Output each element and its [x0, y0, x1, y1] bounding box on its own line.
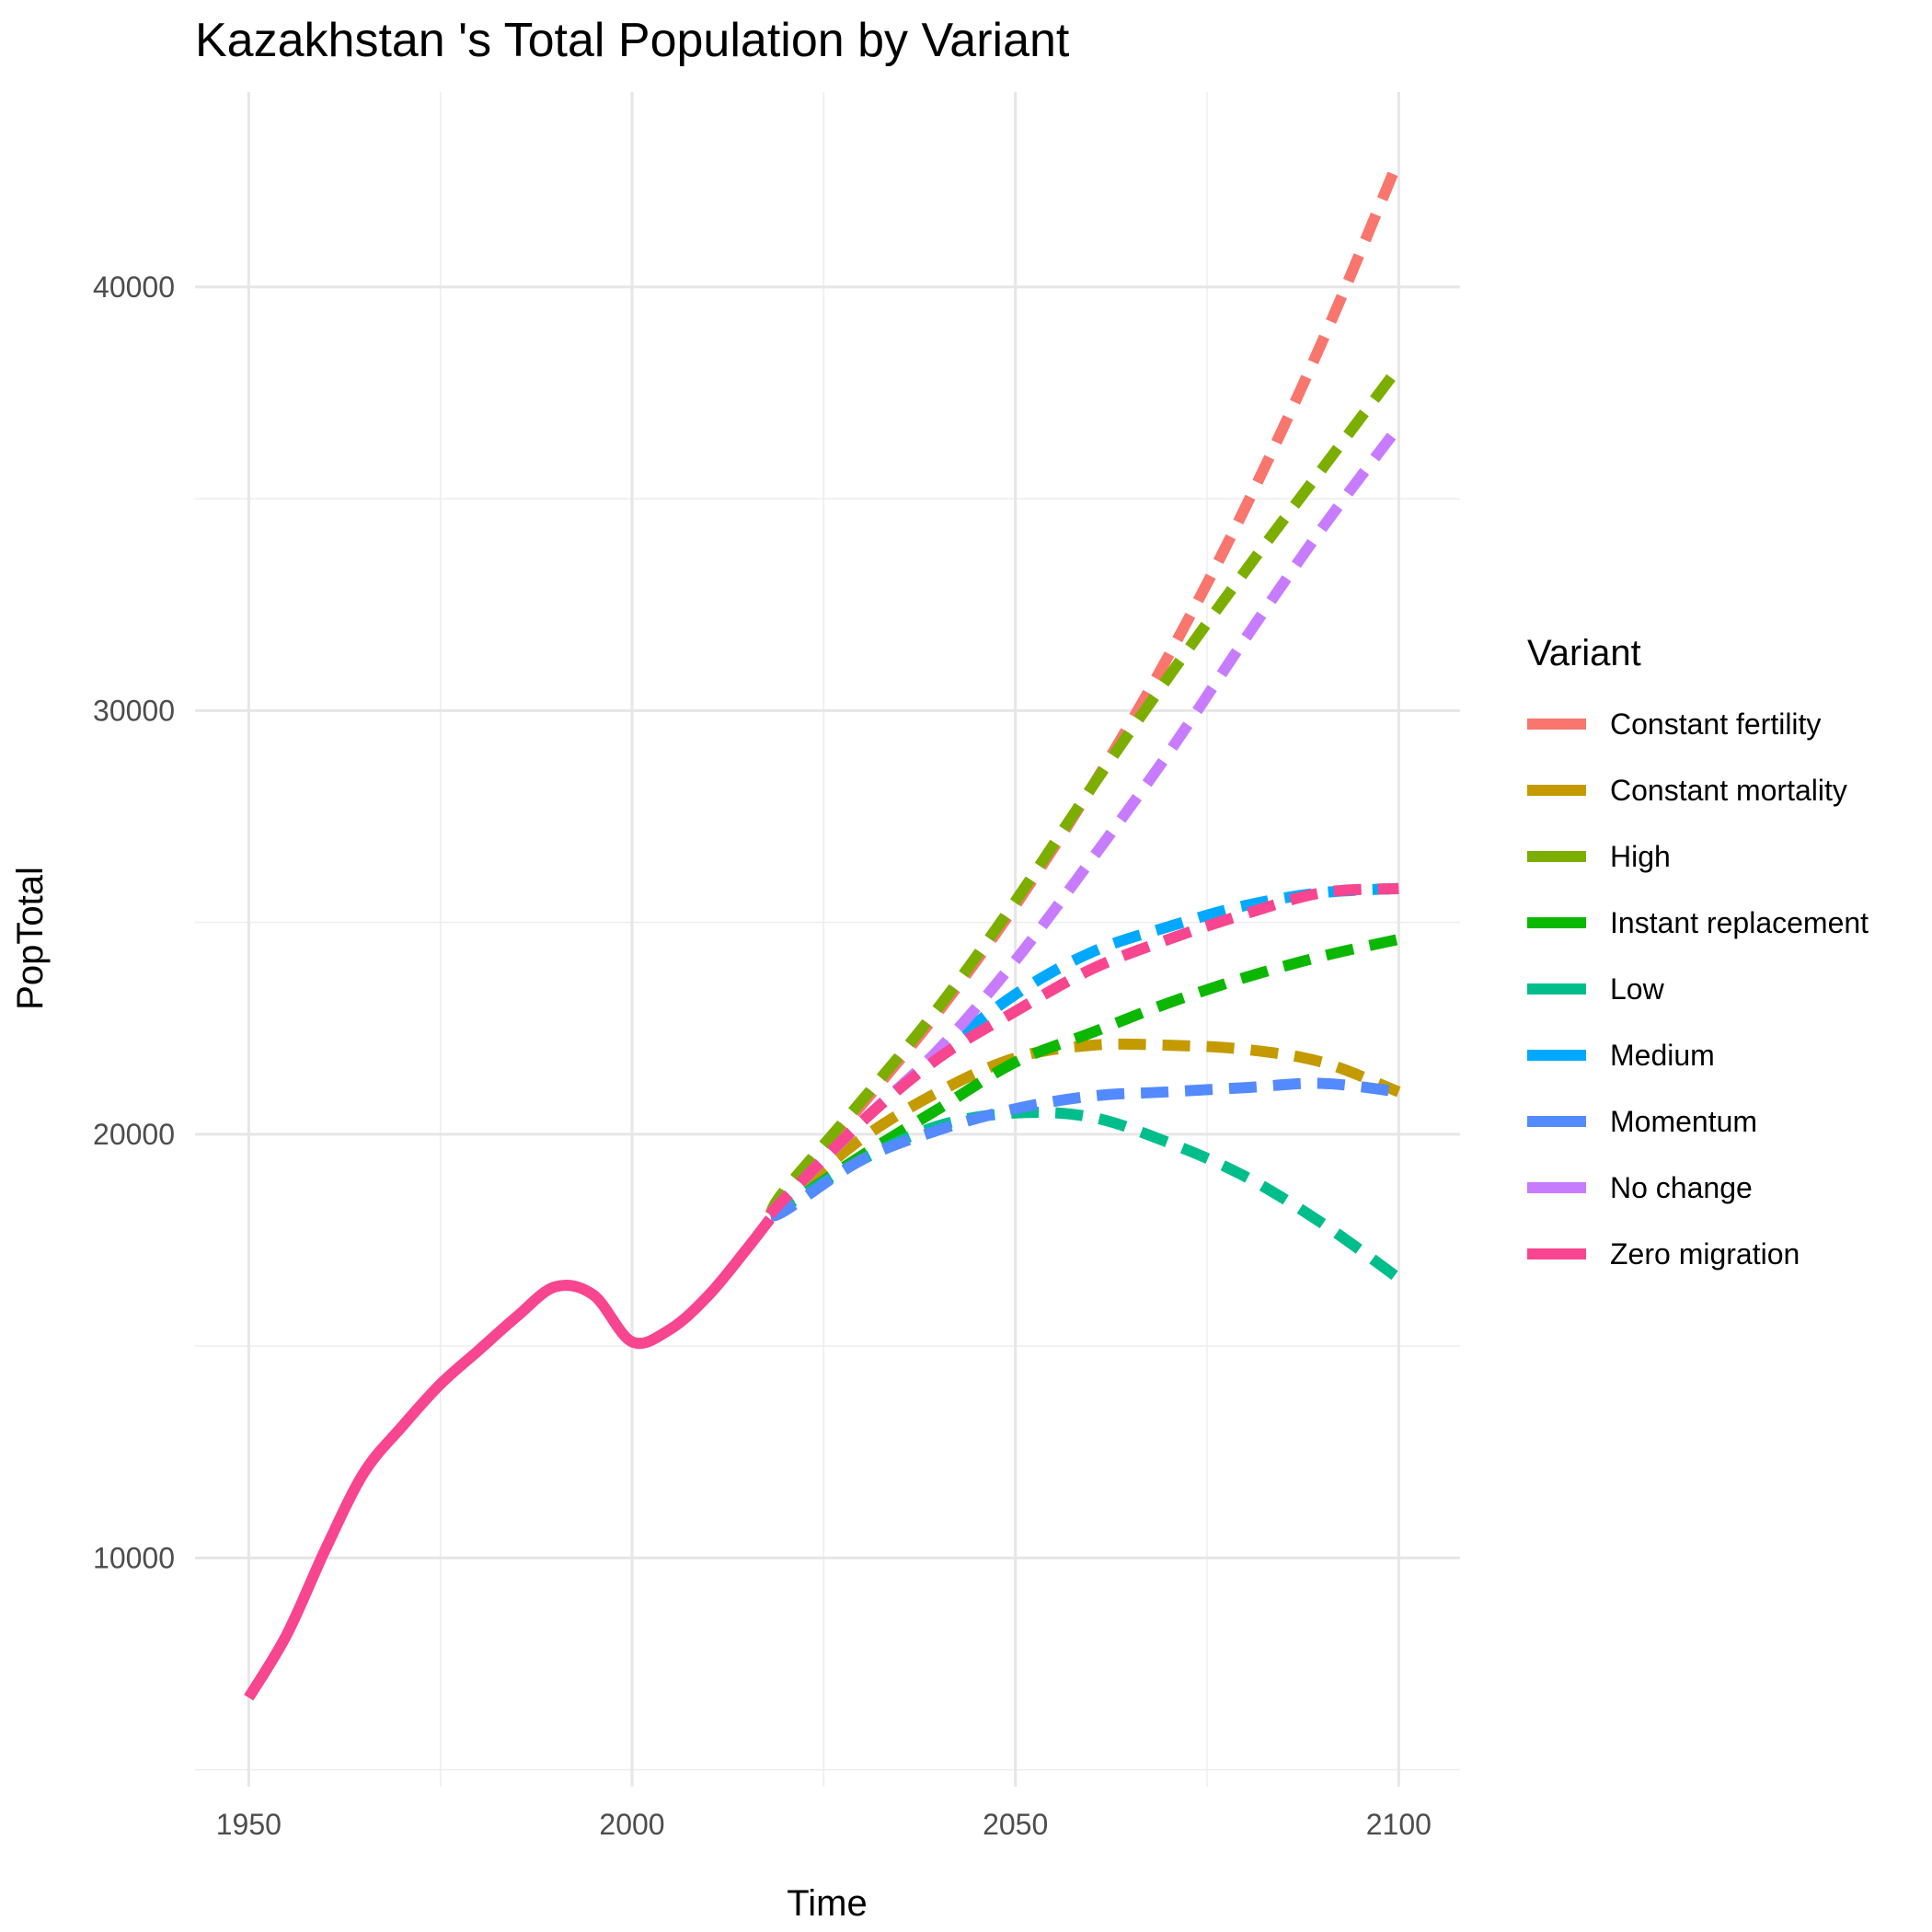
y-tick-label: 10000 [93, 1541, 175, 1574]
legend-key-instant-replacement [1527, 917, 1586, 928]
legend-item-constant-fertility: Constant fertility [1527, 691, 1869, 757]
legend-item-medium: Medium [1527, 1022, 1869, 1088]
series-line-zero-migration [765, 882, 1399, 1219]
y-tick-labels: 10000 20000 30000 40000 [93, 270, 175, 1574]
legend-label: Zero migration [1610, 1236, 1800, 1271]
x-tick-labels: 1950 2000 2050 2100 [216, 1808, 1432, 1841]
y-axis-title: PopTotal [10, 867, 51, 1010]
legend-label: Constant mortality [1610, 773, 1847, 807]
legend-item-low: Low [1527, 956, 1869, 1022]
legend-key-high [1527, 851, 1586, 862]
legend-item-momentum: Momentum [1527, 1088, 1869, 1155]
legend-label: Instant replacement [1610, 905, 1869, 939]
legend-key-no-change [1527, 1182, 1586, 1193]
major-gridlines [195, 92, 1460, 1787]
series-line-instant-replacement [767, 934, 1400, 1220]
legend-item-constant-mortality: Constant mortality [1527, 757, 1869, 823]
chart-title: Kazakhstan 's Total Population by Varian… [195, 14, 1070, 67]
y-tick-label: 40000 [93, 270, 175, 304]
legend-label: Momentum [1610, 1104, 1758, 1138]
legend-label: Constant fertility [1610, 707, 1822, 741]
legend-title: Variant [1527, 633, 1641, 673]
legend-item-high: High [1527, 823, 1869, 890]
x-tick-label: 1950 [216, 1808, 282, 1841]
x-tick-label: 2000 [599, 1808, 664, 1841]
series-line-constant-mortality [766, 1038, 1401, 1219]
legend-label: High [1610, 839, 1671, 873]
x-axis-title: Time [787, 1883, 867, 1924]
legend-label: No change [1610, 1170, 1753, 1204]
legend: Variant Constant fertility Constant morta… [1527, 633, 1869, 1287]
legend-key-low [1527, 983, 1586, 995]
legend-label: Medium [1610, 1038, 1715, 1072]
legend-key-constant-mortality [1527, 785, 1586, 796]
legend-label: Low [1610, 972, 1664, 1006]
legend-key-constant-fertility [1527, 719, 1586, 730]
y-tick-label: 30000 [93, 694, 175, 727]
series-line-low [767, 1107, 1402, 1283]
x-tick-label: 2100 [1366, 1808, 1432, 1841]
legend-item-zero-migration: Zero migration [1527, 1221, 1869, 1287]
y-tick-label: 20000 [93, 1118, 175, 1151]
series-line-historical [244, 1215, 775, 1701]
legend-key-medium [1527, 1050, 1586, 1061]
minor-gridlines [195, 92, 1460, 1787]
legend-item-no-change: No change [1527, 1155, 1869, 1221]
legend-item-instant-replacement: Instant replacement [1527, 890, 1869, 956]
x-tick-label: 2050 [983, 1808, 1048, 1841]
series-line-high [765, 363, 1404, 1218]
series-line-momentum [767, 1077, 1400, 1222]
legend-key-zero-migration [1527, 1248, 1586, 1259]
series-layer [244, 157, 1404, 1701]
legend-items: Constant fertility Constant mortality High… [1527, 691, 1869, 1287]
legend-key-momentum [1527, 1116, 1586, 1127]
series-line-medium [765, 882, 1399, 1219]
